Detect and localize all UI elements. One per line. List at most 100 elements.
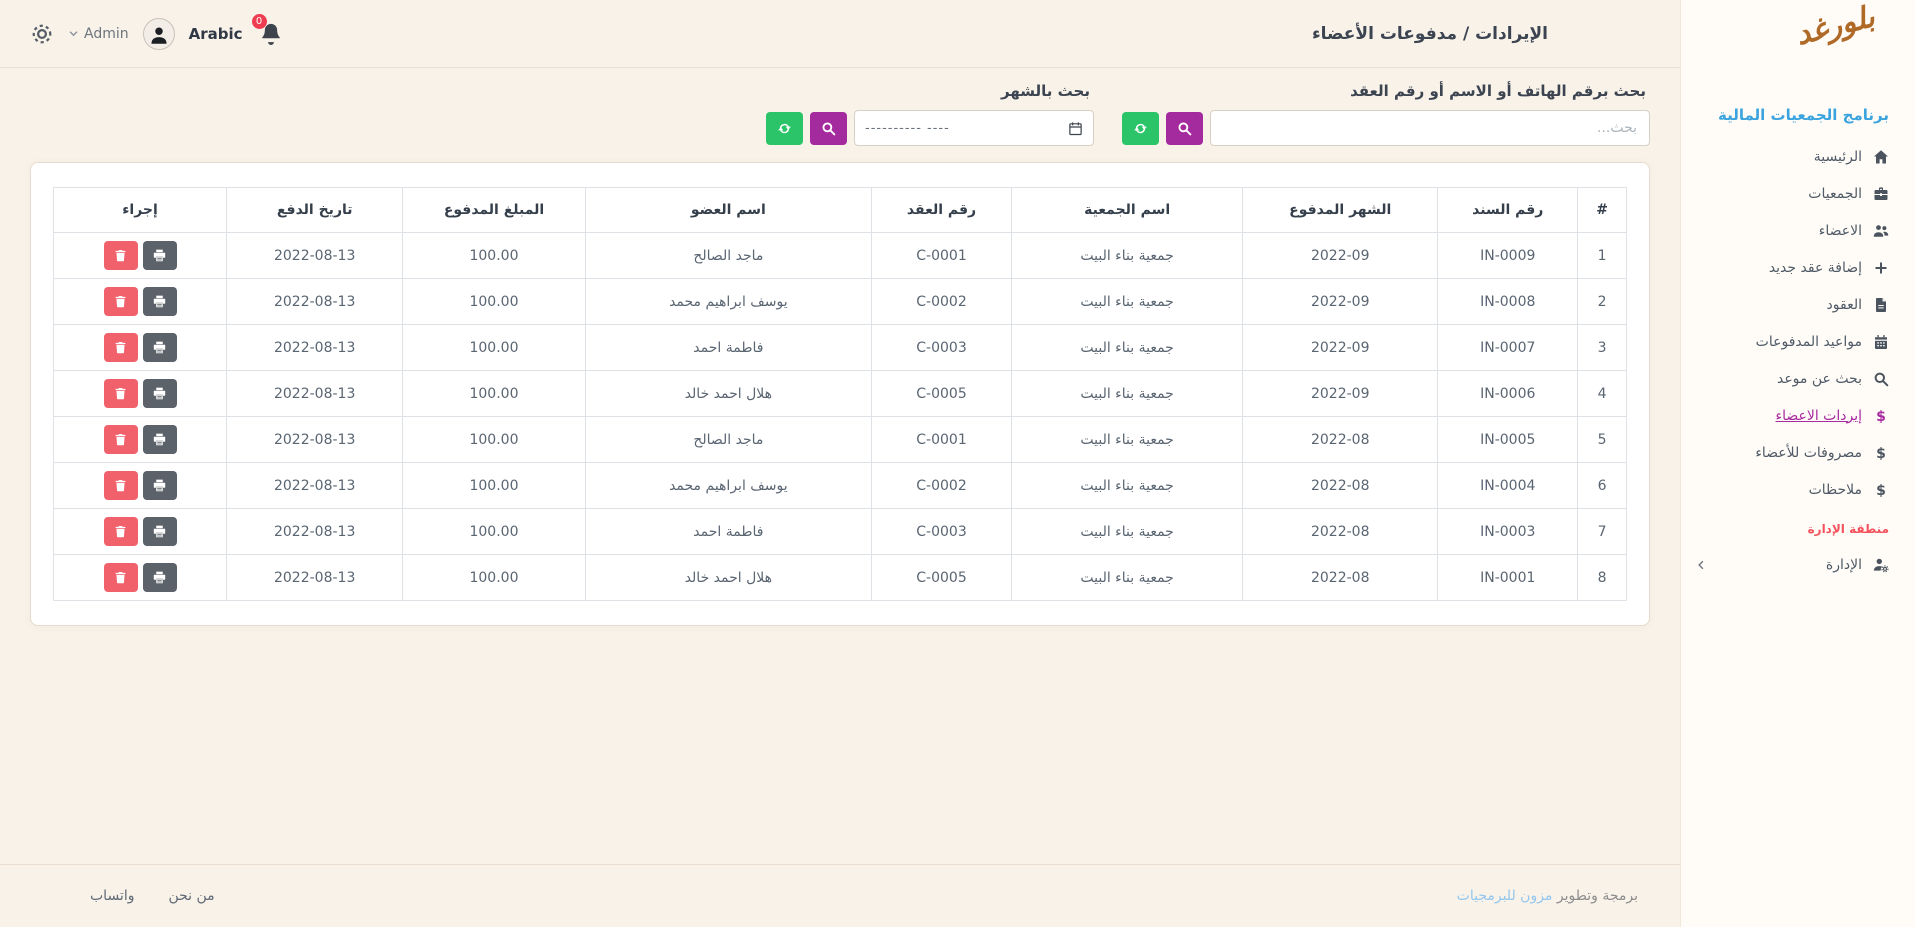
print-button[interactable] [142, 425, 177, 454]
dollar-icon: $ [1873, 445, 1889, 460]
sidebar-item[interactable]: بحث عن موعد [1693, 360, 1889, 397]
cell-actions [52, 554, 228, 601]
delete-button[interactable] [103, 379, 138, 408]
credit-link[interactable]: مزون للبرمجيات [1456, 888, 1553, 904]
sidebar-item[interactable]: العقود [1693, 286, 1889, 323]
svg-text:$: $ [1876, 408, 1886, 423]
cell-contract: C-0005 [871, 554, 1012, 601]
cell-date: 2022-08-13 [226, 554, 404, 601]
column-header: رقم السند [1437, 187, 1579, 233]
sidebar-item[interactable]: الجمعيات [1693, 175, 1889, 212]
cell-association: جمعية بناء البيت [1010, 554, 1244, 601]
cell-date: 2022-08-13 [226, 232, 404, 279]
sidebar: بلورغد برنامج الجمعيات المالية الرئيسية ا… [1680, 0, 1915, 927]
contract-file-icon [1873, 297, 1889, 313]
sidebar-item-admin[interactable]: الإدارة [1693, 546, 1889, 583]
payments-card: # رقم السند الشهر المدفوع اسم الجمعية رقم ال… [30, 162, 1650, 626]
dollar-icon: $ [1873, 482, 1889, 497]
sidebar-item[interactable]: إضافة عقد جديد [1693, 249, 1889, 286]
svg-text:$: $ [1876, 482, 1886, 497]
sidebar-item-label: إيردات الاعضاء [1775, 407, 1862, 424]
content-area: بحث برقم الهاتف أو الاسم أو رقم العقد بح… [0, 68, 1680, 864]
printer-icon [153, 525, 166, 538]
admin-dropdown-label: Admin [84, 25, 129, 42]
printer-icon [153, 571, 166, 584]
sidebar-item-label: مواعيد المدفوعات [1755, 333, 1862, 350]
cell-actions [52, 370, 228, 417]
cell-association: جمعية بناء البيت [1010, 508, 1244, 555]
cell-num: 7 [1577, 508, 1627, 555]
delete-button[interactable] [103, 471, 138, 500]
cell-voucher: IN-0004 [1437, 462, 1579, 509]
cell-voucher: IN-0005 [1437, 416, 1579, 463]
search-button[interactable] [1166, 111, 1203, 145]
table-row: 8 IN-0001 2022-08 جمعية بناء البيت C-0005 هلا… [52, 554, 1627, 601]
trash-icon [114, 387, 127, 400]
logo: بلورغد [1792, 0, 1879, 53]
user-gear-icon [1873, 557, 1889, 573]
cell-actions [52, 462, 228, 509]
sidebar-item-label: الرئيسية [1813, 148, 1862, 165]
refresh-month-button[interactable] [766, 111, 803, 145]
cell-month: 2022-09 [1242, 232, 1439, 279]
cell-month: 2022-08 [1242, 416, 1439, 463]
refresh-button[interactable] [1122, 111, 1159, 145]
bell-icon [259, 21, 283, 45]
footer-link[interactable]: من نحن [168, 888, 215, 904]
sidebar-item-label: بحث عن موعد [1776, 370, 1862, 387]
admin-dropdown[interactable]: Admin [68, 26, 129, 42]
print-button[interactable] [142, 287, 177, 316]
trash-icon [114, 479, 127, 492]
sidebar-item[interactable]: $ إيردات الاعضاء [1693, 397, 1889, 434]
refresh-icon [1133, 121, 1148, 136]
sidebar-item[interactable]: الرئيسية [1693, 138, 1889, 175]
cell-num: 6 [1577, 462, 1627, 509]
avatar[interactable] [142, 17, 175, 50]
search-icon [821, 121, 836, 136]
sidebar-item[interactable]: مواعيد المدفوعات [1693, 323, 1889, 360]
cell-association: جمعية بناء البيت [1010, 232, 1244, 279]
sidebar-item-label: العقود [1826, 296, 1862, 313]
cell-contract: C-0005 [871, 370, 1012, 417]
search-by-text-group: بحث برقم الهاتف أو الاسم أو رقم العقد [1122, 82, 1650, 146]
svg-text:$: $ [1876, 445, 1886, 460]
delete-button[interactable] [103, 333, 138, 362]
cell-member: هلال احمد خالد [584, 370, 873, 417]
delete-button[interactable] [103, 425, 138, 454]
column-header: اسم العضو [584, 187, 873, 233]
calendar-icon [1873, 334, 1889, 350]
search-input[interactable] [1210, 110, 1650, 146]
cell-date: 2022-08-13 [226, 370, 404, 417]
cell-association: جمعية بناء البيت [1010, 278, 1244, 325]
cell-month: 2022-09 [1242, 370, 1439, 417]
print-button[interactable] [142, 517, 177, 546]
sidebar-item[interactable]: الاعضاء [1693, 212, 1889, 249]
table-row: 3 IN-0007 2022-09 جمعية بناء البيت C-0003 فاط… [52, 324, 1627, 371]
printer-icon [153, 249, 166, 262]
chevron-down-icon [68, 28, 79, 39]
print-button[interactable] [142, 379, 177, 408]
sidebar-item[interactable]: $ مصروفات للأعضاء [1693, 434, 1889, 471]
admin-section-label: منطقة الإدارة [1807, 522, 1889, 536]
delete-button[interactable] [103, 563, 138, 592]
print-button[interactable] [142, 563, 177, 592]
delete-button[interactable] [103, 287, 138, 316]
cell-contract: C-0002 [871, 462, 1012, 509]
delete-button[interactable] [103, 241, 138, 270]
notifications-button[interactable]: 0 [251, 13, 283, 47]
gear-icon[interactable] [30, 22, 54, 46]
month-input[interactable]: ---------- ---- [854, 110, 1094, 146]
language-label[interactable]: Arabic [188, 24, 243, 43]
cell-amount: 100.00 [402, 462, 586, 509]
print-button[interactable] [142, 471, 177, 500]
search-month-button[interactable] [810, 111, 847, 145]
print-button[interactable] [142, 333, 177, 362]
cell-month: 2022-09 [1242, 278, 1439, 325]
delete-button[interactable] [103, 517, 138, 546]
sidebar-item[interactable]: $ ملاحظات [1693, 471, 1889, 508]
cell-date: 2022-08-13 [226, 508, 404, 555]
cell-member: ماجد الصالح [584, 416, 873, 463]
print-button[interactable] [142, 241, 177, 270]
cell-date: 2022-08-13 [226, 462, 404, 509]
footer-link[interactable]: واتساب [90, 888, 135, 904]
